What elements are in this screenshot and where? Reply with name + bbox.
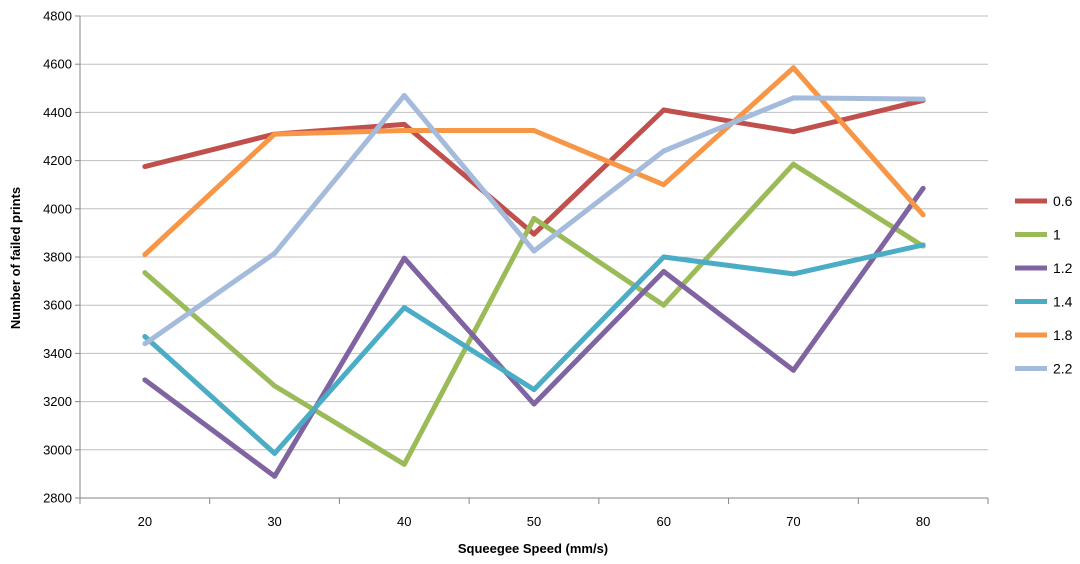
data-point (142, 270, 148, 276)
data-point (790, 95, 796, 101)
data-point (661, 148, 667, 154)
y-tick-label: 3800 (43, 250, 72, 265)
data-point (401, 255, 407, 261)
x-tick-label: 20 (138, 514, 152, 529)
data-point (920, 96, 926, 102)
data-point (661, 268, 667, 274)
x-tick-label: 80 (916, 514, 930, 529)
legend-item: 2.2 (1015, 361, 1073, 377)
y-tick-label: 2800 (43, 491, 72, 506)
data-point (272, 450, 278, 456)
y-tick-label: 3400 (43, 346, 72, 361)
data-point (272, 383, 278, 389)
data-point (531, 401, 537, 407)
y-axis-title: Number of failed prints (8, 187, 23, 329)
y-tick-label: 4800 (43, 9, 72, 24)
data-point (272, 250, 278, 256)
y-tick-label: 3200 (43, 394, 72, 409)
y-tick-label: 3600 (43, 298, 72, 313)
data-point (661, 107, 667, 113)
data-point (272, 473, 278, 479)
data-point (531, 215, 537, 221)
legend-label: 2.2 (1053, 361, 1073, 377)
data-point (920, 212, 926, 218)
data-point (531, 231, 537, 237)
data-point (531, 127, 537, 133)
data-point (401, 461, 407, 467)
legend-item: 1 (1015, 227, 1061, 243)
data-point (661, 182, 667, 188)
data-point (142, 164, 148, 170)
data-point (531, 387, 537, 393)
data-point (142, 341, 148, 347)
legend-item: 1.2 (1015, 260, 1073, 276)
x-tick-label: 50 (527, 514, 541, 529)
x-tick-label: 30 (267, 514, 281, 529)
data-point (401, 121, 407, 127)
axes: 2800 3000 3200 3400 3600 3800 4000 4200 4400 4600… (43, 9, 989, 529)
legend: 0.6 1 1.2 1.4 1.8 2.2 (1015, 193, 1073, 377)
data-point (142, 377, 148, 383)
data-point (790, 129, 796, 135)
legend-label: 1.8 (1053, 327, 1073, 343)
x-tick-label: 40 (397, 514, 411, 529)
data-point (790, 65, 796, 71)
data-point (142, 252, 148, 258)
legend-label: 1.4 (1053, 294, 1073, 310)
legend-item: 0.6 (1015, 193, 1073, 209)
data-point (920, 185, 926, 191)
data-point (142, 334, 148, 340)
series-line-0-6 (144, 97, 924, 237)
data-point (920, 242, 926, 248)
legend-label: 0.6 (1053, 193, 1073, 209)
y-tick-label: 4000 (43, 201, 72, 216)
data-point (272, 131, 278, 137)
data-point (401, 127, 407, 133)
y-tick-label: 4600 (43, 57, 72, 72)
data-point (401, 305, 407, 311)
series-lines (142, 65, 926, 479)
x-tick-label: 60 (656, 514, 670, 529)
data-point (790, 161, 796, 167)
y-tick-label: 3000 (43, 442, 72, 457)
data-point (661, 302, 667, 308)
legend-label: 1 (1053, 227, 1061, 243)
y-tick-label: 4400 (43, 105, 72, 120)
legend-label: 1.2 (1053, 260, 1073, 276)
x-tick-label: 70 (786, 514, 800, 529)
y-tick-label: 4200 (43, 153, 72, 168)
data-point (661, 254, 667, 260)
data-point (531, 248, 537, 254)
data-point (790, 367, 796, 373)
x-axis-title: Squeegee Speed (mm/s) (458, 541, 608, 556)
gridlines (80, 15, 988, 499)
data-point (790, 271, 796, 277)
data-point (401, 93, 407, 99)
legend-item: 1.8 (1015, 327, 1073, 343)
legend-item: 1.4 (1015, 294, 1073, 310)
